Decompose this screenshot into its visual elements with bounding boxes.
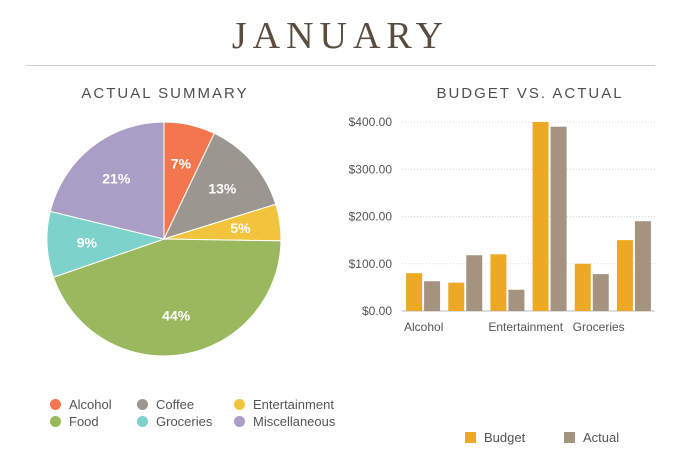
legend-swatch [137, 399, 148, 410]
pie-label-entertainment: 5% [230, 220, 251, 236]
legend-label: Miscellaneous [253, 414, 336, 429]
pie-label-groceries: 9% [77, 235, 98, 251]
y-tick-label: $100.00 [349, 257, 393, 271]
y-tick-label: $0.00 [362, 304, 392, 318]
legend-swatch [465, 432, 476, 443]
bar-actual-coffee [466, 255, 483, 311]
y-tick-label: $400.00 [349, 115, 393, 129]
pie-slice-groceries [46, 210, 166, 278]
pie-legend-item-food: Food [50, 414, 99, 429]
legend-swatch [564, 432, 575, 443]
x-tick-label: Groceries [573, 320, 625, 334]
bar-actual-entertainment [508, 289, 525, 311]
pie-legend-item-coffee: Coffee [137, 397, 194, 412]
legend-swatch [50, 399, 61, 410]
pie-label-miscellaneous: 21% [102, 170, 131, 186]
bar-actual-food [550, 126, 567, 311]
bar-actual-miscellaneous [634, 221, 651, 311]
bar-budget-food [532, 122, 549, 311]
x-tick-label: Alcohol [404, 320, 443, 334]
bar-actual-alcohol [424, 281, 441, 311]
pie-slice-alcohol [163, 121, 215, 240]
pie-slice-miscellaneous [49, 121, 165, 240]
pie-slice-food [52, 238, 282, 357]
legend-label: Alcohol [69, 397, 112, 412]
y-tick-label: $200.00 [349, 210, 393, 224]
bar-budget-entertainment [490, 254, 507, 311]
legend-label: Entertainment [253, 397, 334, 412]
bar-budget-coffee [448, 282, 465, 311]
bar-budget-miscellaneous [616, 240, 633, 311]
legend-label: Groceries [156, 414, 213, 429]
page-title: JANUARY [231, 15, 450, 57]
pie-label-food: 44% [162, 307, 191, 323]
legend-swatch [234, 416, 245, 427]
pie-legend-item-alcohol: Alcohol [50, 397, 112, 412]
bar-actual-groceries [592, 274, 609, 311]
legend-swatch [234, 399, 245, 410]
bar-legend-item-actual: Actual [564, 430, 619, 445]
y-tick-label: $300.00 [349, 162, 393, 176]
title-divider [26, 65, 655, 66]
pie-legend-item-groceries: Groceries [137, 414, 212, 429]
pie-legend-item-miscellaneous: Miscellaneous [234, 414, 335, 429]
bar-budget-alcohol [406, 273, 423, 311]
legend-swatch [137, 416, 148, 427]
legend-label: Budget [484, 430, 526, 445]
legend-label: Actual [583, 430, 620, 445]
legend-label: Coffee [156, 397, 195, 412]
bar-legend-item-budget: Budget [465, 430, 525, 445]
pie-label-coffee: 13% [208, 180, 237, 196]
pie-label-alcohol: 7% [171, 156, 192, 172]
legend-label: Food [69, 414, 99, 429]
x-tick-label: Entertainment [488, 320, 563, 334]
pie-chart-title: ACTUAL SUMMARY [81, 85, 249, 102]
pie-legend-item-entertainment: Entertainment [234, 397, 334, 412]
bar-chart-title: BUDGET VS. ACTUAL [436, 85, 624, 102]
bar-budget-groceries [574, 263, 591, 311]
pie-slice-coffee [163, 132, 277, 240]
pie-slice-entertainment [163, 203, 282, 242]
legend-swatch [50, 416, 61, 427]
